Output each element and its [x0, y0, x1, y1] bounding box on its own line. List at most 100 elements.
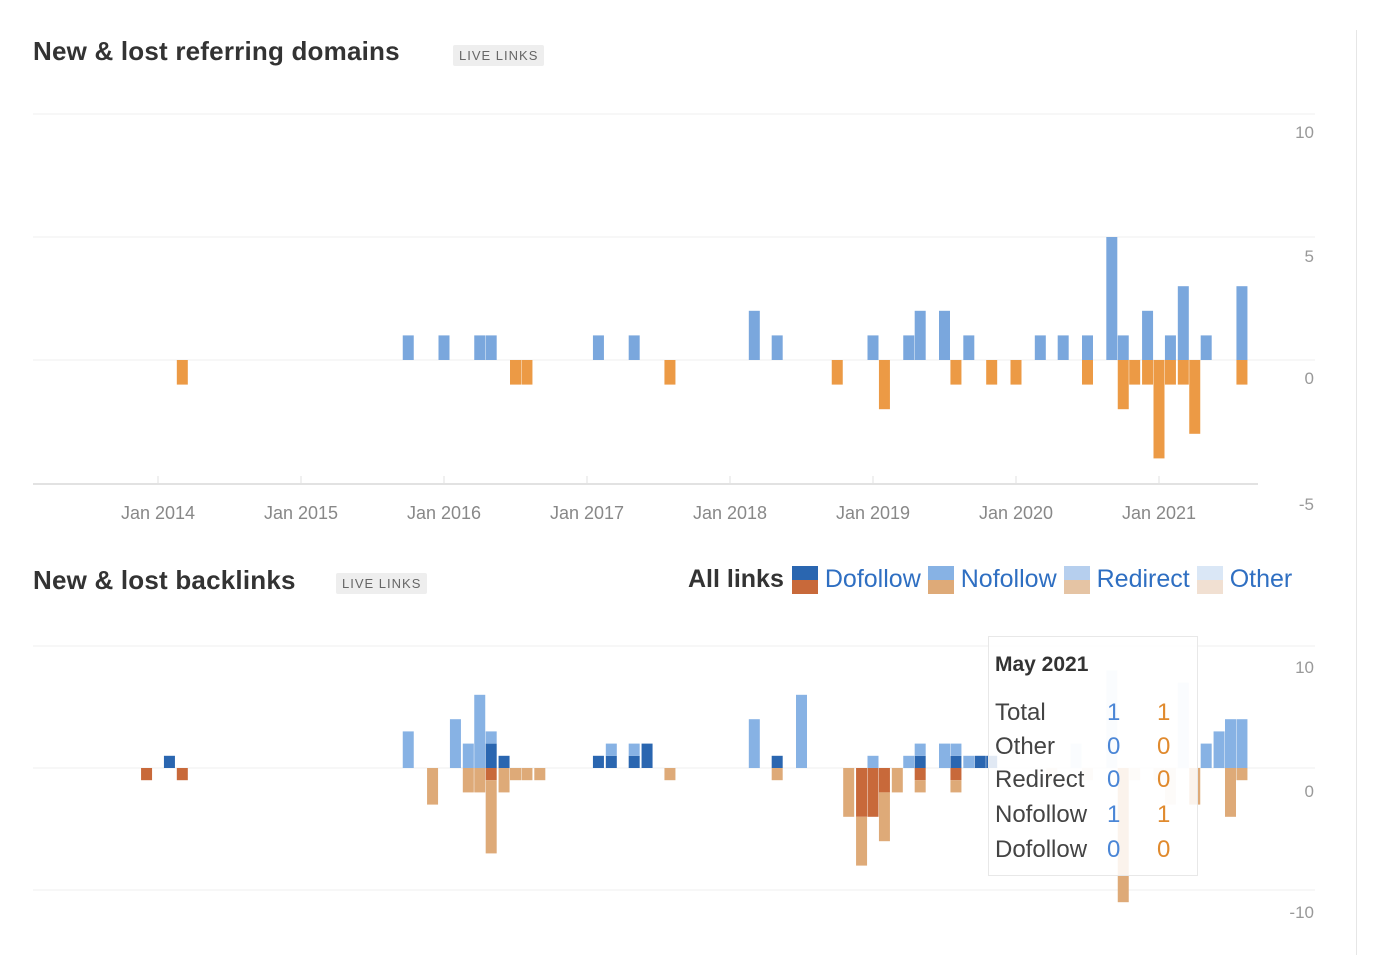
- x-tick-label: Jan 2021: [1122, 503, 1196, 523]
- lost-domains-bar: [664, 360, 676, 385]
- chart-tooltip: May 2021 Total 1 1 Other 0 0 Redirect 0 …: [988, 636, 1198, 876]
- dofollow-new-bar: [950, 755, 962, 768]
- new-domains-bar: [474, 335, 486, 360]
- nofollow-lost-bar: [534, 768, 546, 781]
- new-domains-bar: [1236, 286, 1248, 360]
- link-type-legend: All links Dofollow Nofollow Redirect Oth…: [688, 565, 1299, 594]
- nofollow-lost-bar: [664, 768, 676, 781]
- x-tick-label: Jan 2020: [979, 503, 1053, 523]
- dofollow-new-bar: [628, 755, 640, 768]
- new-domains-bar: [963, 335, 975, 360]
- y-tick-label: -10: [1289, 903, 1314, 922]
- lost-domains-bar: [1236, 360, 1248, 385]
- lost-domains-bar: [950, 360, 962, 385]
- y-tick-label: 0: [1305, 782, 1314, 801]
- dofollow-new-bar: [605, 755, 617, 768]
- lost-domains-bar: [510, 360, 521, 385]
- dofollow-lost-bar: [856, 768, 868, 817]
- legend-all-links[interactable]: All links: [688, 565, 784, 593]
- dofollow-lost-bar: [485, 768, 497, 781]
- x-tick-label: Jan 2018: [693, 503, 767, 523]
- y-tick-label: 5: [1305, 247, 1314, 266]
- nofollow-new-bar: [867, 755, 879, 768]
- dofollow-new-bar: [592, 755, 604, 768]
- new-domains-bar: [748, 310, 760, 360]
- tooltip-label-total: Total: [995, 699, 1046, 726]
- dofollow-new-bar: [771, 755, 783, 768]
- nofollow-new-bar: [485, 731, 497, 744]
- nofollow-lost-bar: [485, 780, 497, 854]
- nofollow-lost-bar: [914, 780, 926, 793]
- nofollow-new-bar: [449, 719, 461, 768]
- live-links-badge: LIVE LINKS: [453, 45, 545, 66]
- legend-nofollow[interactable]: Nofollow: [960, 565, 1057, 593]
- new-domains-bar: [592, 335, 604, 360]
- nofollow-new-bar: [1200, 743, 1212, 768]
- dofollow-new-bar: [163, 755, 175, 768]
- nofollow-new-bar: [903, 755, 915, 768]
- nofollow-swatch: [927, 565, 954, 594]
- nofollow-lost-bar: [474, 768, 486, 793]
- nofollow-new-bar: [963, 755, 975, 768]
- y-tick-label: 10: [1295, 123, 1314, 142]
- nofollow-new-bar: [748, 719, 760, 768]
- nofollow-lost-bar: [427, 768, 439, 805]
- new-domains-bar: [1164, 335, 1176, 360]
- nofollow-new-bar: [1213, 731, 1225, 768]
- dofollow-lost-bar: [867, 768, 879, 817]
- new-domains-bar: [402, 335, 414, 360]
- nofollow-lost-bar: [521, 768, 533, 781]
- nofollow-lost-bar: [878, 792, 890, 842]
- referring-domains-title: New & lost referring domains: [33, 36, 400, 66]
- panel-divider: [1356, 30, 1357, 955]
- tooltip-lost-redirect: 0: [1157, 766, 1171, 793]
- new-domains-bar: [1106, 237, 1118, 360]
- dofollow-lost-bar: [176, 768, 188, 781]
- dofollow-new-bar: [974, 755, 986, 768]
- tooltip-new-other: 0: [1107, 733, 1121, 760]
- legend-redirect[interactable]: Redirect: [1096, 565, 1190, 593]
- lost-domains-bar: [1142, 360, 1154, 385]
- new-domains-bar: [438, 335, 450, 360]
- dofollow-new-bar: [914, 755, 926, 768]
- legend-other[interactable]: Other: [1229, 565, 1293, 593]
- new-domains-bar: [485, 335, 497, 360]
- dofollow-lost-bar: [914, 768, 926, 781]
- dofollow-lost-bar: [878, 768, 890, 793]
- x-tick-label: Jan 2016: [407, 503, 481, 523]
- x-tick-label: Jan 2015: [264, 503, 338, 523]
- dofollow-swatch: [791, 565, 818, 594]
- new-domains-bar: [1057, 335, 1069, 360]
- new-domains-bar: [903, 335, 915, 360]
- new-domains-bar: [867, 335, 879, 360]
- new-domains-bar: [628, 335, 640, 360]
- tooltip-lost-nofollow: 1: [1157, 801, 1171, 828]
- nofollow-new-bar: [1236, 719, 1248, 768]
- tooltip-label-redirect: Redirect: [995, 766, 1085, 793]
- dofollow-new-bar: [498, 755, 510, 768]
- nofollow-new-bar: [950, 743, 962, 756]
- y-tick-label: 0: [1305, 369, 1314, 388]
- y-tick-label: 10: [1295, 658, 1314, 677]
- dofollow-new-bar: [485, 743, 497, 768]
- x-tick-label: Jan 2019: [836, 503, 910, 523]
- nofollow-new-bar: [1225, 719, 1236, 768]
- tooltip-label-dofollow: Dofollow: [995, 836, 1088, 863]
- legend-dofollow[interactable]: Dofollow: [824, 565, 921, 593]
- redirect-swatch: [1063, 565, 1090, 594]
- nofollow-new-bar: [914, 743, 926, 756]
- new-domains-bar: [1082, 335, 1093, 360]
- nofollow-new-bar: [628, 743, 640, 756]
- nofollow-lost-bar: [462, 768, 474, 793]
- tooltip-title: May 2021: [995, 653, 1089, 676]
- backlinks-title: New & lost backlinks: [33, 565, 296, 595]
- nofollow-lost-bar: [856, 816, 868, 866]
- lost-domains-bar: [986, 360, 998, 385]
- new-domains-bar: [771, 335, 783, 360]
- new-domains-bar: [1200, 335, 1212, 360]
- other-swatch: [1196, 565, 1223, 594]
- lost-domains-bar: [1117, 360, 1129, 410]
- dofollow-lost-bar: [141, 768, 153, 781]
- lost-domains-bar: [521, 360, 533, 385]
- nofollow-new-bar: [939, 743, 950, 768]
